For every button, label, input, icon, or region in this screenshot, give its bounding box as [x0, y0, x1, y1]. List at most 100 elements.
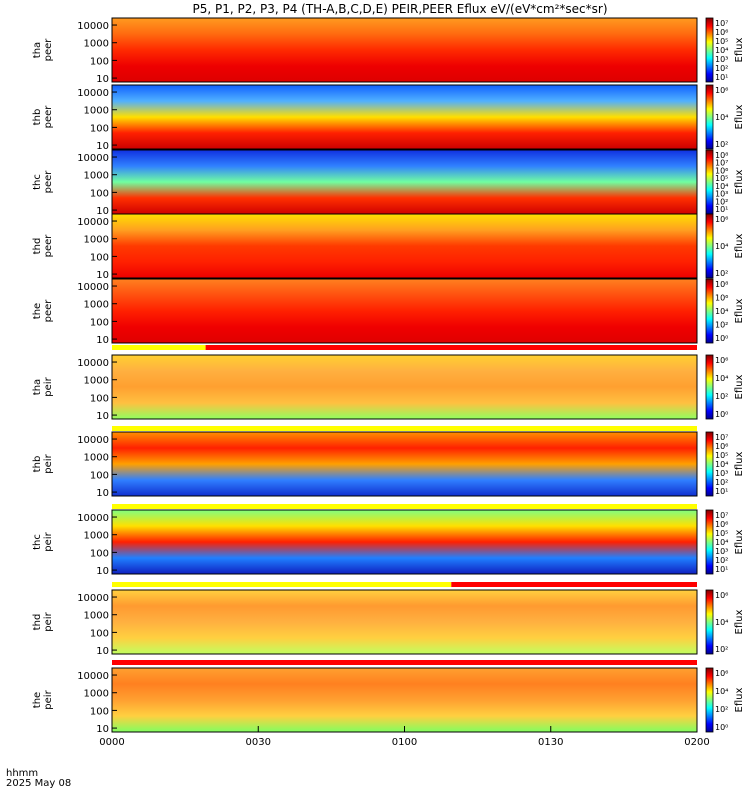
y-tick-label: 10000: [77, 593, 109, 604]
colorbar-label: Eflux: [734, 609, 745, 634]
y-tick-label: 10: [96, 141, 109, 152]
y-tick-label: 1000: [84, 300, 109, 311]
spectrogram-tha-peir: [112, 355, 697, 419]
panel-frame: [111, 213, 698, 279]
colorbar: [705, 589, 714, 655]
y-tick-label: 100: [90, 393, 109, 404]
mode-bar-red: [451, 582, 697, 587]
panel-frame: [111, 278, 698, 344]
colorbar-tick-label: 10⁵: [715, 174, 728, 183]
colorbar-tick-label: 10⁴: [715, 113, 728, 122]
colorbar-tick-label: 10⁰: [715, 410, 728, 419]
y-tick-label: 10000: [77, 435, 109, 446]
colorbar-tick-label: 10²: [715, 645, 728, 654]
colorbar-tick-label: 10⁴: [715, 374, 728, 383]
colorbar: [705, 84, 714, 150]
spectrogram-tha-peer: [112, 18, 697, 82]
y-tick-label: 1000: [84, 453, 109, 464]
colorbar-tick-label: 10⁶: [715, 442, 728, 451]
y-tick-label: 100: [90, 470, 109, 481]
colorbar-tick-label: 10²: [715, 269, 728, 278]
product-label: peir: [43, 689, 54, 709]
colorbar-tick-label: 10⁶: [715, 294, 728, 303]
colorbar: [705, 431, 714, 497]
colorbar-tick-label: 10¹: [715, 205, 728, 214]
panel-thb-peir: 10000 1000 100 10 thb peir 10⁷10⁶10⁵10⁴10³10²1…: [32, 431, 745, 499]
y-tick-label: 10000: [77, 282, 109, 293]
y-tick-label: 1000: [84, 171, 109, 182]
colorbar-tick-label: 10⁶: [715, 520, 728, 529]
panel-frame: [111, 354, 698, 420]
x-tick-label: 0000: [99, 737, 124, 748]
colorbar-tick-label: 10²: [715, 321, 728, 330]
colorbar-tick-label: 10⁴: [715, 538, 728, 547]
spectrogram-thc-peer: [112, 150, 697, 214]
mode-bar-red: [205, 345, 697, 350]
panel-thc-peir: 10000 1000 100 10 thc peir 10⁷10⁶10⁵10⁴10³10²1…: [32, 509, 745, 577]
panel-frame: [111, 84, 698, 150]
y-tick-label: 1000: [84, 689, 109, 700]
colorbar-tick-label: 10⁴: [715, 242, 728, 251]
y-tick-label: 10000: [77, 358, 109, 369]
colorbar: [705, 149, 714, 215]
colorbar-label: Eflux: [734, 37, 745, 62]
y-tick-label: 10: [96, 646, 109, 657]
colorbar-tick-label: 10⁰: [715, 334, 728, 343]
y-tick-label: 10000: [77, 21, 109, 32]
product-label: peer: [43, 234, 54, 258]
colorbar-label: Eflux: [734, 374, 745, 399]
colorbar-tick-label: 10²: [715, 64, 728, 73]
colorbar-tick-label: 10²: [715, 392, 728, 401]
y-tick-label: 10: [96, 74, 109, 85]
colorbar-tick-label: 10²: [715, 478, 728, 487]
time-axis: hhmm 2025 May 08 0000 0030 0100 0130 0200: [6, 726, 710, 789]
time-unit-label: hhmm: [6, 768, 38, 779]
y-tick-label: 100: [90, 56, 109, 67]
probe-label: the: [32, 303, 43, 319]
mode-bar-yellow: [112, 345, 206, 350]
y-tick-label: 10000: [77, 513, 109, 524]
colorbar-tick-label: 10³: [715, 469, 728, 478]
y-tick-label: 1000: [84, 39, 109, 50]
y-tick-label: 100: [90, 706, 109, 717]
colorbar-tick-label: 10⁸: [715, 151, 728, 160]
colorbar-label: Eflux: [734, 451, 745, 476]
colorbar-tick-label: 10⁵: [715, 37, 728, 46]
colorbar-tick-label: 10⁶: [715, 86, 728, 95]
panel-the-peer: 10000 1000 100 10 the peer 10⁸ 10⁶ 10⁴ 10² 10⁰ Eflu…: [32, 278, 745, 346]
product-label: peer: [43, 170, 54, 194]
colorbar-tick-label: 10⁴: [715, 307, 728, 316]
panel-frame: [111, 17, 698, 83]
colorbar-tick-label: 10⁶: [715, 166, 728, 175]
probe-label: tha: [32, 42, 43, 58]
colorbar-tick-label: 10⁴: [715, 182, 728, 191]
colorbar-tick-label: 10⁴: [715, 618, 728, 627]
colorbar-tick-label: 10⁶: [715, 356, 728, 365]
y-tick-label: 100: [90, 548, 109, 559]
panel-frame: [111, 509, 698, 575]
spectrogram-thc-peir: [112, 510, 697, 574]
panel-thd-peer: 10000 1000 100 10 thd peer 10⁶ 10⁴ 10² Eflux: [32, 213, 745, 281]
product-label: peer: [43, 299, 54, 323]
colorbar-tick-label: 10⁰: [715, 723, 728, 732]
colorbar-tick-label: 10⁴: [715, 687, 728, 696]
y-tick-label: 1000: [84, 376, 109, 387]
date-label: 2025 May 08: [6, 778, 71, 789]
y-tick-label: 100: [90, 628, 109, 639]
colorbar-label: Eflux: [734, 529, 745, 554]
colorbar: [705, 278, 714, 344]
y-tick-label: 1000: [84, 106, 109, 117]
panel-tha-peer: 10000 1000 100 10 tha peer 10⁷10⁶10⁵10⁴10³10²1…: [32, 17, 745, 85]
y-tick-label: 10000: [77, 671, 109, 682]
colorbar-tick-label: 10⁴: [715, 460, 728, 469]
colorbar-tick-label: 10¹: [715, 487, 728, 496]
colorbar-label: Eflux: [734, 104, 745, 129]
panel-tha-peir: 10000 1000 100 10 tha peir 10⁶ 10⁴ 10² 10⁰ Eflux: [32, 354, 745, 422]
colorbar-tick-label: 10⁴: [715, 46, 728, 55]
x-tick-label: 0200: [684, 737, 709, 748]
colorbar-tick-label: 10⁵: [715, 451, 728, 460]
probe-label: thd: [32, 614, 43, 631]
spectrogram-thb-peir: [112, 432, 697, 496]
y-tick-label: 10: [96, 206, 109, 217]
